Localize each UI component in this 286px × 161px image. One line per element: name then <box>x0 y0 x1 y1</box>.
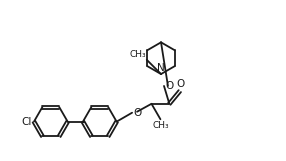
Text: O: O <box>177 79 185 89</box>
Text: Cl: Cl <box>21 117 32 127</box>
Text: CH₃: CH₃ <box>129 50 146 59</box>
Text: N: N <box>157 63 165 73</box>
Text: O: O <box>133 108 141 118</box>
Text: CH₃: CH₃ <box>152 121 169 130</box>
Text: O: O <box>165 81 173 91</box>
